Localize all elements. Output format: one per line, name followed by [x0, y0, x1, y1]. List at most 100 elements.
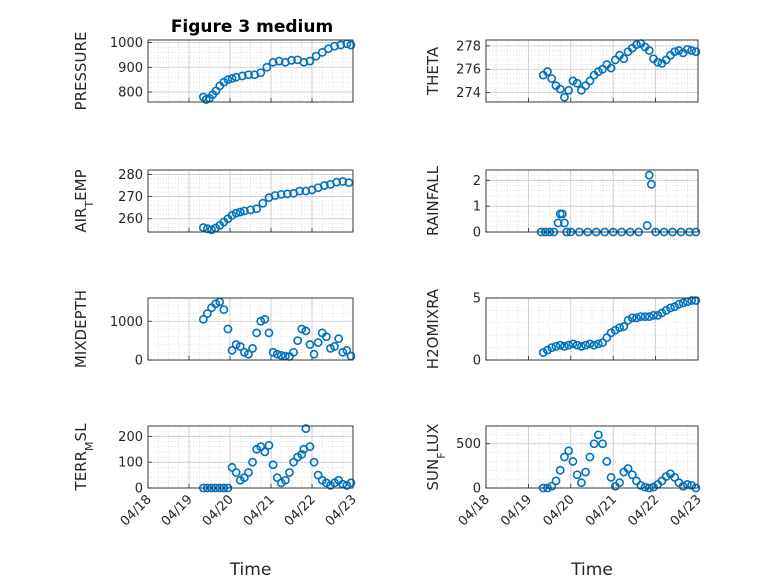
data-point — [632, 313, 641, 323]
x-tick-label: 04/23 — [323, 492, 360, 529]
data-point — [577, 341, 586, 351]
data-point — [619, 322, 629, 331]
data-point — [289, 347, 298, 357]
data-point — [649, 310, 658, 320]
data-point — [231, 468, 241, 477]
data-point — [564, 340, 574, 350]
y-tick-label: 500 — [456, 437, 481, 452]
data-point — [336, 40, 346, 50]
data-point — [268, 347, 278, 357]
data-point — [636, 480, 646, 490]
data-point — [332, 177, 341, 187]
data-point — [268, 57, 278, 67]
data-point — [555, 340, 565, 350]
data-point — [674, 46, 684, 55]
figure-title: Figure 3 medium — [171, 17, 333, 37]
data-point — [246, 205, 255, 215]
data-point — [276, 350, 286, 360]
data-point — [285, 468, 294, 477]
data-point — [691, 296, 701, 305]
data-point — [547, 343, 557, 352]
data-point — [262, 62, 272, 72]
x-axis-label: Time — [229, 560, 272, 580]
y-tick-label: 0 — [135, 354, 143, 369]
y-tick-label: 1000 — [110, 315, 143, 330]
data-point — [326, 343, 335, 353]
data-point — [644, 170, 654, 180]
data-point — [258, 198, 268, 208]
data-point — [334, 334, 344, 344]
data-point — [274, 56, 284, 66]
x-axis-label: Time — [570, 560, 613, 580]
data-point — [581, 467, 591, 477]
y-tick-label: 276 — [456, 63, 481, 78]
data-point — [239, 347, 249, 357]
data-point — [235, 342, 245, 351]
data-point — [598, 439, 607, 449]
data-point — [319, 181, 329, 190]
data-point — [223, 324, 233, 334]
data-point — [615, 478, 624, 488]
x-tick-label: 04/20 — [541, 492, 578, 529]
data-point — [299, 57, 309, 67]
axes-box — [147, 39, 354, 103]
data-point — [687, 46, 697, 55]
data-point — [227, 74, 237, 83]
data-point — [280, 475, 290, 485]
data-point — [572, 78, 582, 88]
y-tick-label: 0 — [473, 354, 481, 369]
data-point — [564, 85, 574, 95]
data-point — [301, 424, 311, 433]
y-tick-label: 800 — [118, 86, 143, 101]
data-point — [564, 446, 574, 456]
data-point — [687, 296, 697, 305]
data-point — [678, 298, 688, 308]
axes-box — [147, 169, 354, 233]
data-point — [585, 339, 595, 349]
data-point — [560, 452, 569, 462]
data-point — [344, 178, 354, 188]
x-tick-label: 04/20 — [200, 492, 237, 529]
data-point — [619, 54, 629, 64]
data-point — [632, 40, 641, 50]
data-point — [606, 472, 616, 482]
data-point — [231, 72, 241, 82]
data-point — [272, 349, 282, 359]
y-tick-label: 100 — [118, 456, 143, 471]
data-point — [560, 218, 569, 228]
data-point — [235, 207, 245, 217]
data-point — [198, 223, 208, 232]
data-point — [317, 48, 327, 57]
data-point — [295, 186, 305, 196]
data-point — [555, 465, 565, 475]
data-point — [589, 340, 599, 350]
axes-box — [485, 425, 699, 489]
panel-6: 0 5 H2OMIXRA — [424, 288, 701, 369]
data-point — [560, 92, 569, 102]
data-point — [260, 314, 270, 324]
data-point — [572, 340, 582, 350]
data-point — [642, 221, 652, 230]
data-point — [551, 476, 561, 486]
data-point — [623, 464, 633, 473]
data-point — [577, 478, 586, 488]
axes-box — [485, 39, 699, 103]
data-point — [551, 341, 561, 351]
data-point — [640, 312, 650, 321]
data-point — [553, 218, 563, 228]
x-tick-label: 04/21 — [241, 492, 278, 529]
x-tick-label: 04/18 — [118, 492, 155, 529]
y-axis-label: TERRMSL — [72, 423, 96, 492]
data-point — [543, 67, 552, 76]
data-point — [297, 450, 307, 459]
data-point — [256, 68, 266, 78]
data-point — [309, 457, 319, 467]
data-point — [311, 51, 321, 61]
data-point — [313, 338, 323, 347]
data-point — [260, 447, 270, 457]
data-point — [602, 457, 612, 466]
y-tick-label: 0 — [135, 482, 143, 497]
data-point — [282, 189, 292, 199]
x-tick-label: 04/18 — [456, 492, 493, 529]
y-tick-label: 5 — [473, 292, 481, 307]
